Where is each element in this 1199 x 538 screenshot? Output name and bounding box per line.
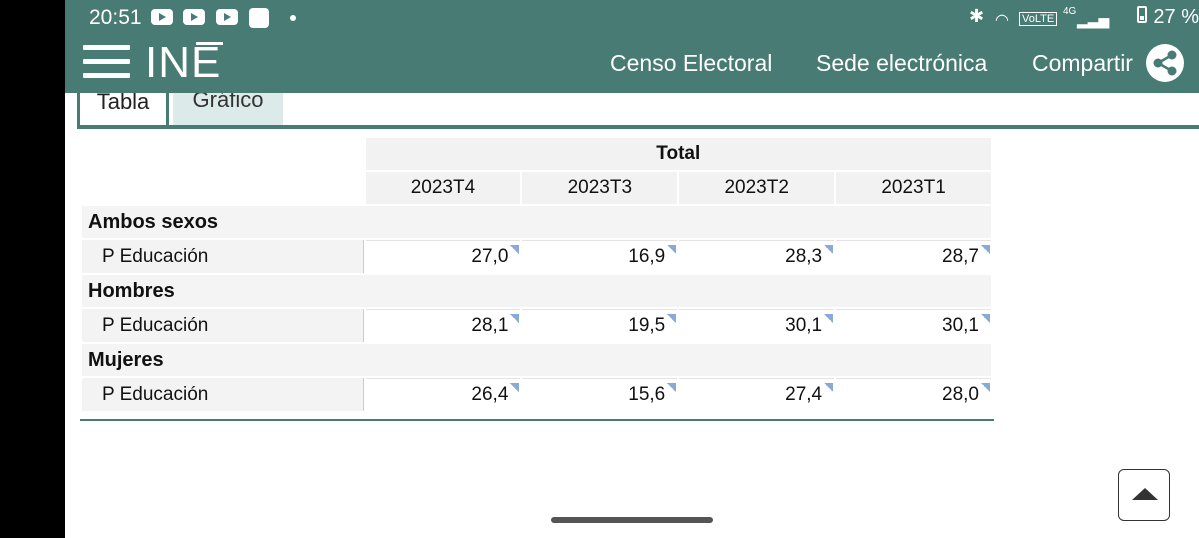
cell-value: 30,1 (942, 315, 979, 336)
note-flag-icon[interactable] (824, 383, 834, 392)
corner-cell (82, 138, 364, 170)
status-time: 20:51 (89, 6, 142, 29)
group-ambos-sexos: Ambos sexos (82, 206, 991, 238)
gesture-home-bar[interactable] (551, 517, 713, 523)
column-header[interactable]: 2023T2 (679, 172, 835, 204)
hamburger-menu-icon[interactable] (83, 45, 130, 81)
nav-censo-electoral[interactable]: Censo Electoral (610, 50, 773, 76)
app-header: 20:51 ✱ ◠ VoLTE 4G ▂▃▅ 27 % INE Censo El… (65, 0, 1199, 93)
cell-value: 28,1 (471, 315, 509, 336)
note-flag-icon[interactable] (667, 314, 677, 323)
note-flag-icon[interactable] (510, 314, 520, 323)
note-flag-icon[interactable] (981, 314, 990, 323)
logo-accent (196, 42, 223, 45)
youtube-icon (151, 9, 173, 25)
column-header[interactable]: 2023T1 (836, 172, 991, 204)
battery-icon (1137, 6, 1147, 23)
cell-value: 30,1 (785, 315, 823, 336)
cell-value: 16,9 (628, 246, 666, 267)
battery-percent: 27 % (1153, 6, 1199, 28)
note-flag-icon[interactable] (667, 383, 677, 392)
row-label[interactable]: P Educación (82, 309, 364, 342)
cell-value: 19,5 (628, 315, 666, 336)
row-label[interactable]: P Educación (82, 378, 364, 411)
row-label[interactable]: P Educación (82, 240, 364, 273)
cell-value: 28,7 (942, 246, 979, 267)
scroll-to-top-button[interactable] (1118, 469, 1170, 521)
bluetooth-icon: ✱ (969, 6, 985, 26)
nav-compartir[interactable]: Compartir (1032, 50, 1133, 76)
cell-value: 26,4 (471, 384, 509, 405)
status-icons: ✱ ◠ VoLTE 4G ▂▃▅ 27 % (969, 6, 1199, 32)
corner-cell (82, 172, 364, 204)
volte-label: VoLTE (1019, 12, 1058, 26)
note-flag-icon[interactable] (824, 245, 834, 254)
cell-value: 27,4 (785, 384, 823, 405)
column-header[interactable]: 2023T4 (365, 172, 521, 204)
cell-value: 28,0 (942, 384, 979, 405)
table-row: P Educación 27,0 16,9 28,3 28,7 (82, 240, 991, 273)
table-bottom-rule (80, 419, 994, 421)
youtube-icon (183, 9, 205, 25)
note-flag-icon[interactable] (667, 245, 677, 254)
group-hombres: Hombres (82, 275, 991, 307)
share-icon[interactable] (1146, 44, 1184, 82)
tabs-divider (77, 125, 1199, 129)
nav-sede-electronica[interactable]: Sede electrónica (816, 50, 988, 76)
wifi-icon: ◠ (995, 12, 1009, 29)
table-row: P Educación 28,1 19,5 30,1 30,1 (82, 309, 991, 342)
cell-value: 15,6 (628, 384, 666, 405)
group-mujeres: Mujeres (82, 344, 991, 376)
more-notifications-dot (290, 15, 296, 21)
data-table: Total 2023T4 2023T3 2023T2 2023T1 Ambos … (80, 136, 993, 413)
header-total: Total (365, 138, 991, 170)
note-flag-icon[interactable] (510, 245, 520, 254)
youtube-icon (216, 9, 238, 25)
app-screen: 20:51 ✱ ◠ VoLTE 4G ▂▃▅ 27 % INE Censo El… (65, 0, 1199, 538)
ine-logo[interactable]: INE (145, 38, 222, 87)
signal-icon: ▂▃▅ (1077, 12, 1110, 28)
note-flag-icon[interactable] (981, 383, 990, 392)
note-flag-icon[interactable] (981, 245, 990, 254)
notification-icon (249, 8, 269, 28)
column-header[interactable]: 2023T3 (522, 172, 678, 204)
note-flag-icon[interactable] (510, 383, 520, 392)
network-type: 4G (1063, 6, 1077, 17)
cell-value: 27,0 (471, 246, 509, 267)
table-row: P Educación 26,4 15,6 27,4 28,0 (82, 378, 991, 411)
note-flag-icon[interactable] (824, 314, 834, 323)
cell-value: 28,3 (785, 246, 823, 267)
